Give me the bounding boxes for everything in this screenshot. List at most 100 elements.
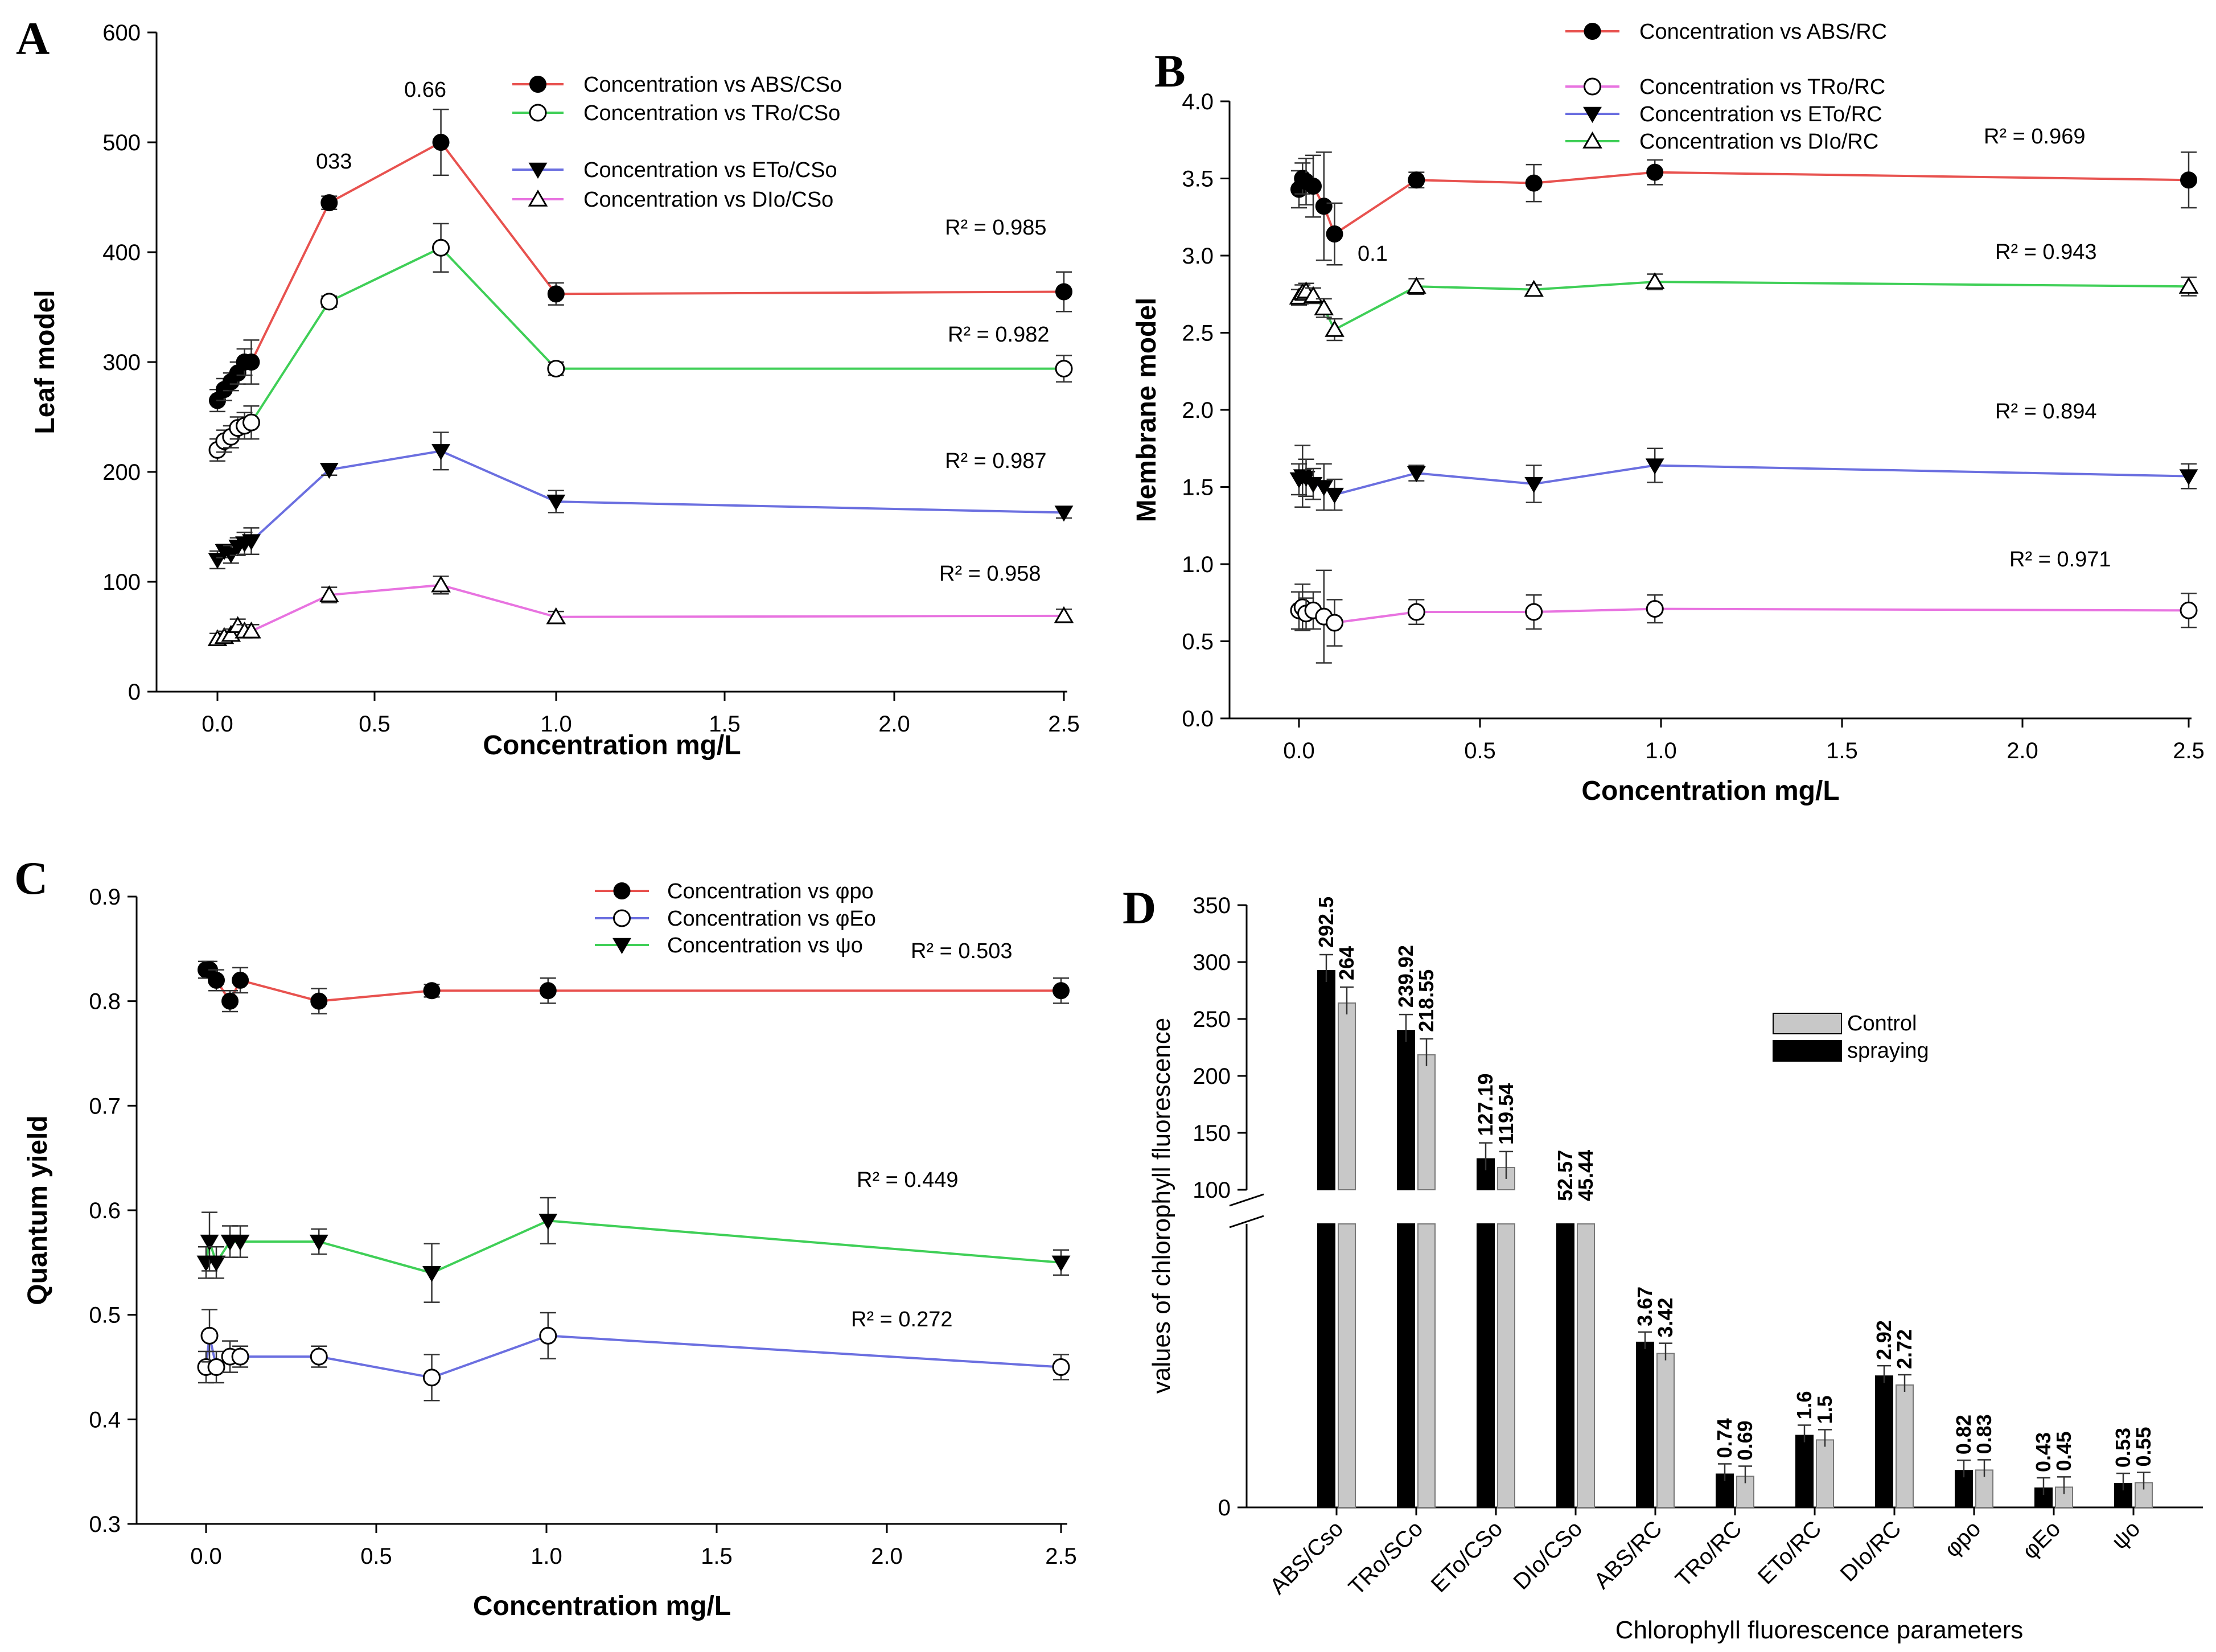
x-tick-label: 2.0 (878, 712, 910, 737)
series-2: R² = 0.272 (196, 1197, 1071, 1332)
series-2: R² = 0.894 (1289, 400, 2198, 511)
y-tick-label: 400 (102, 240, 141, 265)
panel-letter: B (1154, 45, 1186, 97)
legend-label: Concentration vs φpo (667, 880, 874, 903)
x-tick-label: 0.0 (202, 712, 233, 737)
series-3: R² = 0.971 (1289, 272, 2199, 572)
x-tick-label: 0.0 (190, 1544, 222, 1569)
y-tick-label: 300 (102, 350, 141, 375)
series-1: R² = 0.943 (1290, 240, 2198, 664)
bar-value-label: 52.57 (1553, 1150, 1577, 1201)
x-axis-title: Concentration mg/L (473, 1591, 731, 1621)
x-tick-label: 2.5 (1045, 1544, 1077, 1569)
data-point (1054, 506, 1074, 522)
data-point (1407, 603, 1425, 621)
data-point (431, 444, 451, 461)
bar-spraying (1477, 1223, 1495, 1508)
y-tick-label: 0 (128, 680, 141, 705)
x-axis-title: Concentration mg/L (483, 730, 741, 761)
bar-value-label: 1.5 (1813, 1395, 1836, 1424)
legend: Concentration vs ABS/RC Concentration vs … (1565, 20, 1887, 154)
series-line (1298, 605, 2189, 624)
series-0: R² = 0.969 (1290, 125, 2197, 266)
data-point (1051, 1255, 1071, 1272)
data-point (546, 494, 566, 511)
legend-label: Concentration vs ETo/RC (1639, 102, 1882, 126)
bar-value-label: 0.83 (1972, 1414, 1996, 1454)
x-tick-label: 2.5 (2173, 738, 2205, 763)
bar-value-label: 119.54 (1494, 1083, 1518, 1145)
data-point (1054, 606, 1074, 623)
data-point (1055, 360, 1073, 378)
data-point (221, 624, 241, 642)
data-point (242, 354, 260, 371)
data-point (1407, 277, 1426, 294)
series-line (1298, 171, 2189, 236)
data-point (547, 285, 565, 303)
x-category-label: TRo/RC (1671, 1516, 1746, 1592)
data-point (539, 982, 557, 1000)
data-point (1645, 458, 1664, 475)
bar-spraying (1317, 1223, 1335, 1508)
bar-value-label: 0.43 (2032, 1432, 2055, 1472)
legend-label: spraying (1847, 1039, 1929, 1063)
series-line (216, 450, 1064, 561)
y-tick-label: 3.0 (1182, 244, 1214, 269)
point-annotation: 0.1 (1358, 242, 1388, 266)
x-tick-label: 0.0 (1283, 738, 1315, 763)
series-2: R² = 0.987 (208, 432, 1074, 570)
x-tick-label: 0.5 (359, 712, 390, 737)
data-point (538, 1214, 558, 1230)
bar-group: 0.430.45 (2032, 1431, 2075, 1508)
data-point (2178, 277, 2199, 294)
y-tick-label: 150 (1193, 1121, 1231, 1146)
bar-value-label: 3.42 (1654, 1298, 1677, 1338)
y-tick-label: 1.0 (1182, 552, 1214, 577)
bar-control (1896, 1384, 1914, 1508)
bar-control (1577, 1223, 1595, 1508)
y-axis-title: Membrane model (1132, 298, 1162, 523)
data-point (1407, 466, 1426, 483)
y-tick-label: 0.8 (89, 989, 121, 1014)
y-axis-title: Leaf model (30, 290, 60, 434)
data-point (2180, 601, 2198, 619)
bar-value-label: 127.19 (1474, 1074, 1497, 1136)
legend-label: Concentration vs ABS/RC (1639, 20, 1887, 44)
series-1: R² = 0.449 (197, 1168, 1070, 1402)
data-point (242, 413, 260, 432)
x-tick-label: 1.5 (701, 1544, 733, 1569)
legend-marker (528, 162, 548, 179)
y-tick-label: 3.5 (1182, 167, 1214, 192)
bar-spraying (2114, 1483, 2132, 1508)
legend-label: Concentration vs TRo/CSo (583, 101, 840, 125)
data-point (207, 1255, 226, 1272)
data-point (1646, 600, 1664, 618)
bar-value-label: 218.55 (1415, 969, 1438, 1032)
bar-value-label: 45.44 (1574, 1150, 1597, 1201)
legend-swatch (1773, 1013, 1842, 1034)
bar-spraying-upper (1317, 970, 1335, 1190)
bar-spraying (1795, 1435, 1814, 1509)
y-tick-label: 0.0 (1182, 706, 1214, 732)
bar-group: 2.922.72 (1872, 1320, 1916, 1508)
series-line (217, 583, 1064, 640)
series-line (205, 1219, 1062, 1275)
y-tick-label: 250 (1193, 1007, 1231, 1032)
data-point (1315, 198, 1333, 215)
data-point (1325, 320, 1345, 337)
data-point (320, 194, 338, 212)
x-tick-label: 2.5 (1048, 712, 1080, 737)
bar-control (1816, 1439, 1834, 1508)
bar-spraying (1556, 1223, 1574, 1508)
panel-letter: A (16, 13, 50, 64)
y-axis-title: values of chlorophyll fluorescence (1148, 1018, 1175, 1394)
data-point (1314, 298, 1334, 315)
bar-value-label: 0.69 (1733, 1420, 1757, 1460)
bar-control (2135, 1482, 2153, 1509)
legend-marker (613, 909, 631, 927)
panel-letter: C (14, 852, 48, 904)
series-1: R² = 0.982 (208, 223, 1073, 462)
